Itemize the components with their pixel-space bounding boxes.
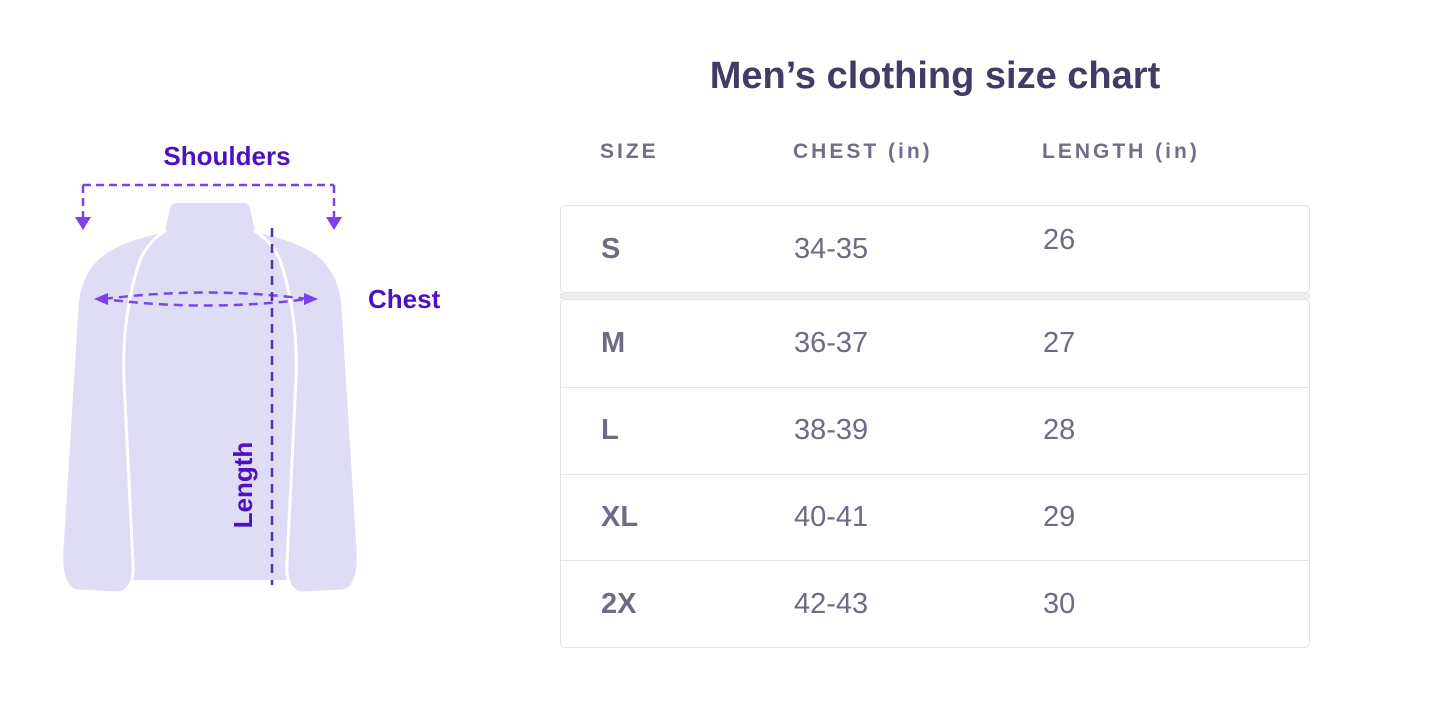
shirt-left-sleeve-shape [60, 229, 167, 595]
page-title: Men’s clothing size chart [709, 55, 1161, 97]
card-divider [560, 293, 1310, 299]
cell-size: M [601, 326, 626, 359]
cell-length: 30 [1043, 587, 1076, 620]
column-header-chest: CHEST (in) [793, 140, 933, 163]
cell-length: 26 [1043, 223, 1076, 256]
chest-measure-ellipse [103, 291, 309, 307]
cell-size: L [601, 414, 619, 447]
cell-chest: 36-37 [794, 326, 869, 359]
shirt-diagram-svg [60, 183, 360, 595]
cell-length: 28 [1043, 414, 1076, 447]
cell-chest: 40-41 [794, 500, 869, 533]
cell-chest: 42-43 [794, 587, 869, 620]
shoulders-label: Shoulders [163, 141, 291, 171]
shoulders-arrowhead-left [75, 217, 91, 230]
length-label: Length [228, 441, 258, 529]
shirt-right-sleeve-shape [253, 229, 360, 595]
table-row: L 38-39 28 [561, 386, 1309, 474]
cell-length: 27 [1043, 326, 1076, 359]
table-card-first: S 34-35 26 [560, 205, 1310, 293]
table-row: S 34-35 26 [561, 206, 1309, 292]
column-header-length: LENGTH (in) [1042, 140, 1200, 163]
cell-size: 2X [601, 587, 637, 620]
chest-label: Chest [368, 284, 441, 314]
cell-size: XL [601, 500, 639, 533]
chest-arrowhead-left [94, 293, 108, 305]
column-header-size: SIZE [600, 140, 659, 163]
cell-chest: 38-39 [794, 414, 869, 447]
shoulders-measure-bracket [81, 183, 336, 218]
cell-size: S [601, 232, 621, 265]
table-row: M 36-37 27 [561, 300, 1309, 387]
chest-arrowhead-right [304, 293, 318, 305]
table-row: XL 40-41 29 [561, 473, 1309, 561]
table-header-row: SIZE CHEST (in) LENGTH (in) [560, 140, 1310, 166]
cell-chest: 34-35 [794, 232, 869, 265]
table-card-rest: M 36-37 27 L 38-39 28 XL 40-41 29 2X 42-… [560, 299, 1310, 648]
shoulders-arrowhead-right [326, 217, 342, 230]
cell-length: 29 [1043, 500, 1076, 533]
shirt-body-shape [77, 203, 343, 580]
table-row: 2X 42-43 30 [561, 560, 1309, 647]
